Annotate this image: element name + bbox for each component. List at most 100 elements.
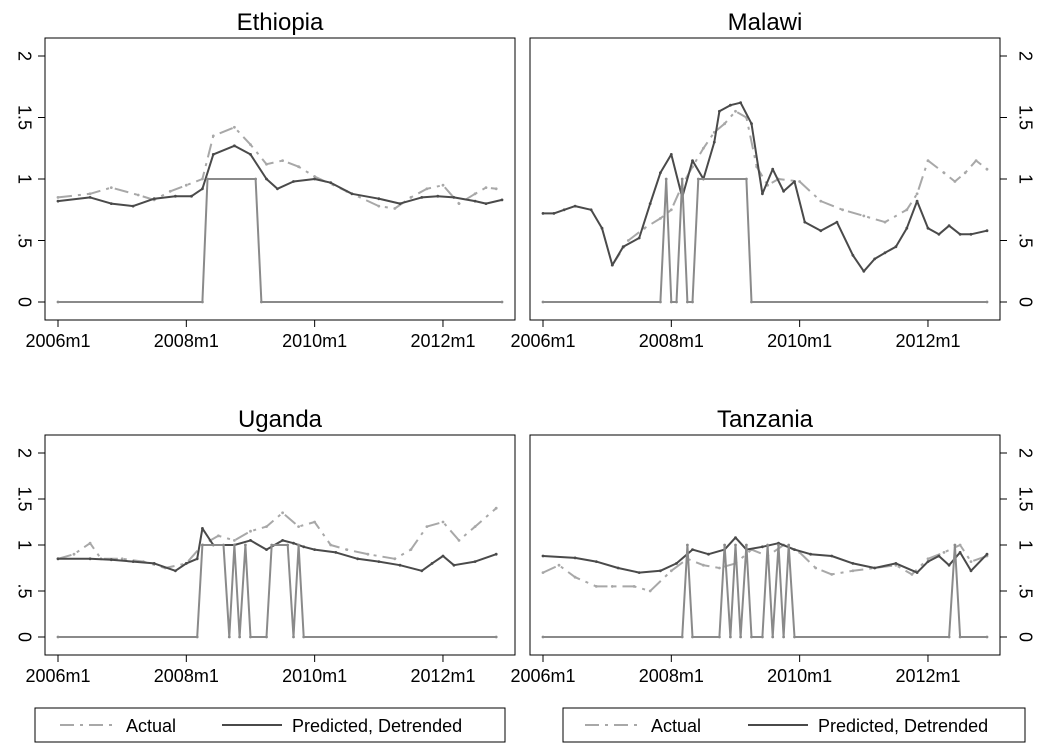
data-point-actual: [168, 189, 172, 193]
data-point-predicted: [883, 251, 887, 255]
data-point-regime: [664, 177, 668, 181]
data-point-predicted: [494, 552, 498, 556]
chart-panel: Ethiopia 0 .5 1 1.5 2 2006m1 2008m1 2010m1 2012m1: [14, 9, 516, 351]
data-point-predicted: [174, 569, 177, 573]
data-point-actual: [851, 569, 855, 573]
data-point-actual: [494, 506, 498, 510]
data-point-predicted: [452, 196, 456, 199]
data-point-regime: [734, 543, 737, 547]
data-point-predicted: [675, 562, 678, 565]
data-point-actual: [56, 196, 60, 199]
y-tick-label: 1: [14, 174, 34, 184]
data-point-predicted: [771, 167, 775, 171]
data-point-actual: [841, 208, 844, 212]
y-tick-label: 1.5: [14, 105, 34, 130]
data-point-regime: [985, 635, 989, 639]
data-point-regime: [958, 635, 962, 639]
data-point-predicted: [292, 541, 295, 545]
data-point-predicted: [669, 153, 673, 156]
x-tick-label: 2008m1: [639, 666, 704, 686]
data-point-regime: [675, 300, 678, 304]
data-point-actual: [281, 511, 284, 515]
data-point-predicted: [729, 103, 732, 107]
data-point-regime: [793, 635, 796, 639]
data-point-actual: [814, 566, 818, 570]
data-point-actual: [313, 520, 316, 524]
data-point-predicted: [552, 212, 556, 215]
data-point-predicted: [201, 187, 204, 191]
data-point-predicted: [265, 548, 268, 551]
data-point-regime: [680, 635, 684, 639]
y-tick-label: .5: [14, 583, 34, 598]
y-tick-label: 0: [1015, 297, 1035, 307]
data-point-regime: [244, 543, 247, 547]
data-point-actual: [734, 109, 737, 113]
data-point-predicted: [313, 548, 316, 551]
x-tick-label: 2012m1: [410, 331, 475, 351]
y-tick-label: 0: [14, 632, 34, 642]
data-point-regime: [494, 635, 498, 639]
data-point-regime: [265, 635, 268, 639]
data-point-predicted: [430, 562, 434, 565]
data-point-predicted: [862, 269, 866, 273]
data-point-predicted: [926, 226, 930, 230]
data-point-predicted: [926, 560, 930, 563]
x-tick-label: 2012m1: [410, 666, 475, 686]
data-point-regime: [947, 635, 951, 639]
data-point-regime: [659, 300, 662, 304]
data-point-predicted: [109, 558, 113, 562]
data-point-actual: [297, 525, 300, 528]
data-point-regime: [771, 635, 775, 639]
data-point-predicted: [969, 232, 973, 236]
data-point-actual: [718, 566, 721, 570]
x-tick-label: 2008m1: [639, 331, 704, 351]
y-tick-label: 1: [14, 540, 34, 550]
data-point-actual: [648, 589, 652, 593]
data-point-actual: [702, 146, 705, 150]
y-tick-label: 2: [14, 51, 34, 61]
data-point-predicted: [958, 551, 962, 554]
data-point-actual: [915, 192, 919, 196]
data-point-predicted: [589, 208, 593, 212]
data-point-predicted: [131, 560, 135, 563]
data-point-actual: [425, 525, 429, 528]
data-point-actual: [819, 199, 823, 203]
data-point-actual: [862, 214, 866, 218]
data-point-predicted: [313, 177, 316, 181]
data-point-predicted: [809, 552, 812, 556]
data-point-predicted: [398, 563, 402, 567]
legend-actual-label: Actual: [651, 716, 701, 736]
x-tick-label: 2006m1: [25, 331, 90, 351]
data-point-actual: [473, 525, 477, 528]
data-point-actual: [573, 575, 577, 579]
data-point-predicted: [793, 548, 796, 551]
y-tick-label: .5: [1015, 583, 1035, 598]
legend-right: Actual Predicted, Detrended: [562, 707, 1026, 743]
series-line-predicted: [543, 101, 988, 273]
data-point-regime: [238, 635, 242, 639]
data-point-actual: [969, 560, 973, 563]
data-point-predicted: [329, 181, 333, 185]
data-point-predicted: [739, 101, 742, 105]
data-point-actual: [233, 125, 236, 129]
data-point-predicted: [398, 202, 402, 206]
data-point-regime: [249, 635, 252, 639]
data-point-predicted: [334, 551, 338, 554]
series-line-regime: [58, 178, 502, 303]
data-point-actual: [409, 548, 413, 551]
x-tick-label: 2006m1: [510, 666, 575, 686]
data-point-predicted: [377, 560, 381, 563]
data-point-predicted: [691, 159, 694, 163]
data-point-actual: [120, 557, 124, 561]
data-point-predicted: [947, 563, 951, 567]
data-point-actual: [974, 159, 978, 163]
data-point-regime: [787, 543, 791, 547]
data-point-actual: [632, 585, 636, 588]
data-point-predicted: [915, 571, 919, 574]
x-tick-label: 2008m1: [154, 666, 219, 686]
data-point-predicted: [803, 220, 807, 224]
data-point-predicted: [452, 563, 456, 567]
data-point-predicted: [637, 236, 641, 240]
series-line-regime: [543, 544, 987, 638]
data-point-actual: [72, 552, 76, 556]
